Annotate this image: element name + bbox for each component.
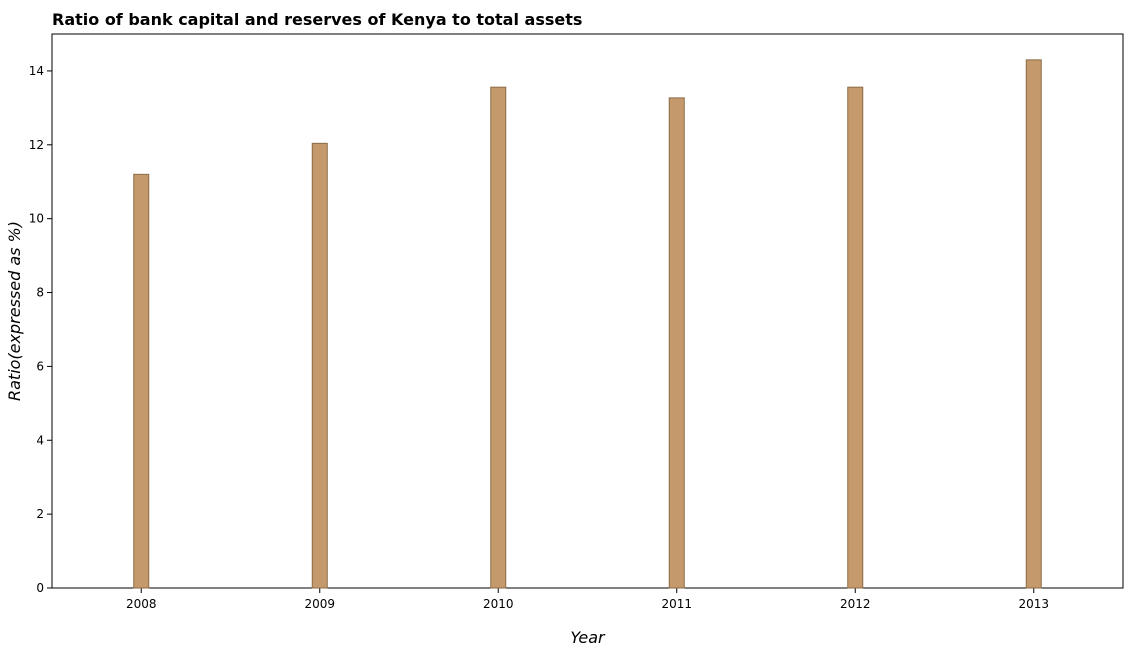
x-tick-label: 2012: [840, 597, 871, 611]
bar-2010: [490, 86, 507, 589]
y-tick-label: 4: [36, 433, 44, 447]
x-tick-label: 2009: [304, 597, 335, 611]
y-tick-label: 0: [36, 581, 44, 595]
bar-2009: [311, 142, 328, 589]
chart-title: Ratio of bank capital and reserves of Ke…: [52, 10, 582, 29]
bars: [133, 59, 1042, 589]
y-tick-label: 8: [36, 286, 44, 300]
y-tick-label: 12: [29, 138, 44, 152]
y-tick-label: 14: [29, 64, 44, 78]
bar-2012: [847, 86, 864, 589]
plot-area: 0 2 4 6 8 10 12 14 2008 2009 2010 2011 2012 2013: [29, 33, 1124, 611]
x-tick-label: 2011: [661, 597, 692, 611]
x-axis: 2008 2009 2010 2011 2012 2013: [126, 588, 1049, 611]
x-axis-label: Year: [570, 628, 606, 647]
bar-2013: [1025, 59, 1042, 589]
bar-2008: [133, 173, 150, 589]
y-tick-label: 6: [36, 359, 44, 373]
x-tick-label: 2013: [1018, 597, 1049, 611]
plot-frame: [51, 33, 1124, 589]
y-axis-label: Ratio(expressed as %): [5, 221, 24, 401]
x-tick-label: 2008: [126, 597, 157, 611]
y-tick-label: 2: [36, 507, 44, 521]
y-tick-label: 10: [29, 212, 44, 226]
y-axis: 0 2 4 6 8 10 12 14: [29, 64, 52, 595]
bar-2011: [668, 97, 685, 589]
x-tick-label: 2010: [483, 597, 514, 611]
